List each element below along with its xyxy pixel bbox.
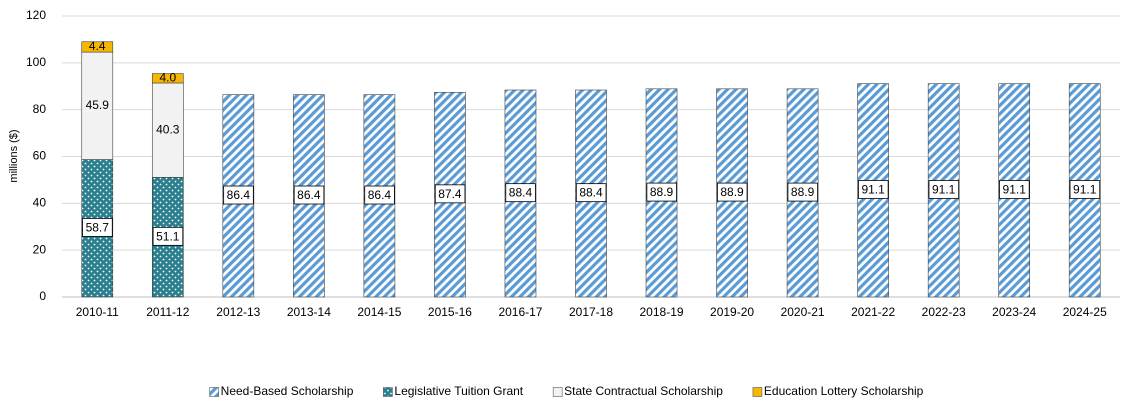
- data-label: 88.9: [791, 185, 815, 199]
- data-label: 88.9: [720, 185, 744, 199]
- data-label: 91.1: [1073, 183, 1097, 197]
- legend-swatch: [209, 387, 219, 397]
- data-label: 88.4: [509, 186, 533, 200]
- data-label-box: [646, 182, 677, 202]
- legend-item: Need-Based Scholarship: [209, 384, 354, 398]
- data-label: 51.1: [156, 229, 180, 243]
- data-label: 58.7: [86, 220, 110, 234]
- data-label: 87.4: [438, 187, 462, 201]
- data-label-box: [293, 185, 325, 205]
- y-tick-label: 60: [33, 149, 47, 163]
- data-label-box: [82, 218, 113, 237]
- legend-label: Need-Based Scholarship: [221, 384, 354, 398]
- data-label-box: [505, 183, 536, 203]
- x-tick-label: 2022-23: [922, 305, 966, 319]
- data-label-box: [858, 180, 889, 199]
- x-tick-label: 2017-18: [569, 305, 613, 319]
- bar-segment: [81, 51, 114, 160]
- x-tick-label: 2014-15: [357, 305, 401, 319]
- x-tick-label: 2012-13: [216, 305, 260, 319]
- data-label: 86.4: [227, 188, 251, 202]
- y-tick-label: 20: [33, 242, 47, 256]
- data-label-box: [716, 182, 748, 202]
- data-label-box: [223, 185, 254, 205]
- x-tick-label: 2013-14: [287, 305, 331, 319]
- legend-swatch: [752, 387, 763, 397]
- y-tick-label: 40: [33, 196, 47, 210]
- data-label: 91.1: [861, 183, 885, 197]
- bar-segment: [151, 73, 184, 84]
- data-label: 86.4: [297, 188, 321, 202]
- bar-segment: [151, 82, 184, 178]
- data-label-box: [1069, 180, 1101, 199]
- x-tick-label: 2021-22: [851, 305, 895, 319]
- data-label-box: [575, 183, 607, 203]
- x-tick-label: 2023-24: [992, 305, 1036, 319]
- y-axis-label: millions ($): [8, 129, 20, 182]
- x-tick-label: 2020-21: [781, 305, 825, 319]
- data-label: 45.9: [86, 98, 110, 112]
- y-tick-label: 80: [33, 102, 47, 116]
- legend-swatch: [552, 387, 563, 397]
- data-label-box: [434, 184, 466, 204]
- y-tick-label: 120: [26, 8, 46, 22]
- data-label-box: [787, 182, 819, 202]
- data-label-box: [364, 185, 395, 205]
- data-label: 4.4: [89, 39, 106, 53]
- x-tick-label: 2015-16: [428, 305, 472, 319]
- legend-item: Education Lottery Scholarship: [752, 384, 924, 398]
- x-tick-label: 2018-19: [640, 305, 684, 319]
- y-tick-label: 0: [39, 289, 46, 303]
- data-label-box: [928, 180, 960, 199]
- legend-label: Legislative Tuition Grant: [394, 384, 523, 398]
- bar-segment: [81, 41, 114, 53]
- legend-item: Legislative Tuition Grant: [383, 384, 524, 398]
- y-tick-label: 100: [26, 55, 46, 69]
- legend-item: State Contractual Scholarship: [552, 384, 723, 398]
- legend-label: Education Lottery Scholarship: [764, 384, 924, 398]
- data-label: 91.1: [1003, 183, 1027, 197]
- x-tick-label: 2011-12: [146, 305, 189, 319]
- data-label-box: [152, 226, 184, 246]
- data-label-box: [999, 180, 1030, 199]
- x-tick-label: 2010-11: [76, 305, 119, 319]
- data-label: 88.9: [650, 185, 674, 199]
- x-tick-label: 2016-17: [498, 305, 542, 319]
- legend-label: State Contractual Scholarship: [564, 384, 723, 398]
- data-label: 40.3: [156, 122, 180, 136]
- data-label: 4.0: [159, 70, 176, 84]
- x-tick-label: 2019-20: [710, 305, 754, 319]
- data-label: 86.4: [368, 188, 392, 202]
- data-label: 91.1: [932, 183, 956, 197]
- legend-swatch: [383, 387, 393, 397]
- x-tick-label: 2024-25: [1063, 305, 1107, 319]
- data-label: 88.4: [579, 186, 603, 200]
